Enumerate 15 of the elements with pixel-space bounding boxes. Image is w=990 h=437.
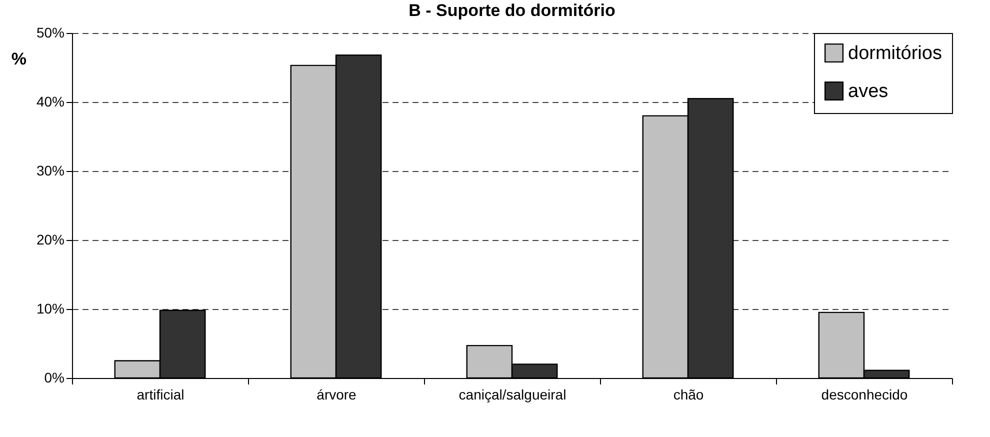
legend-label: aves [848,81,888,102]
legend-label: dormitórios [848,43,942,64]
x-tick-label: chão [673,386,704,402]
x-tick-label: árvore [316,386,357,402]
y-tick-label: 30% [36,162,64,178]
y-tick-label: 40% [36,94,64,110]
x-tick-label: desconhecido [821,386,908,402]
y-tick-label: 0% [44,370,64,386]
x-tick-label: caniçal/salgueiral [458,386,566,402]
y-tick-label: 10% [36,300,64,316]
y-tick-label: 20% [36,232,64,248]
x-tick-label: artificial [136,386,184,402]
chart-title: B - Suporte do dormitório [408,1,616,20]
y-tick-label: 50% [36,24,64,40]
y-axis-title: % [11,50,26,68]
